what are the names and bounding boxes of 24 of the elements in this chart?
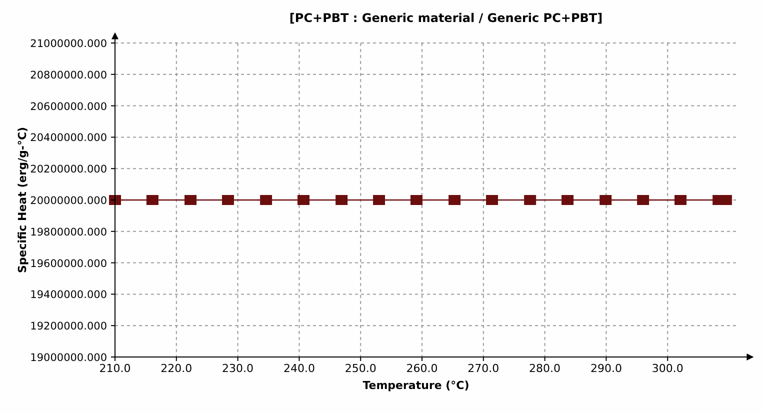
y-tick-label: 19200000.000	[30, 320, 107, 333]
y-tick-label: 21000000.000	[30, 38, 107, 50]
x-tick-label: 290.0	[590, 362, 622, 375]
y-tick-label: 19400000.000	[30, 289, 107, 302]
chart-title: [PC+PBT : Generic material / Generic PC+PBT]	[289, 11, 603, 25]
x-tick-label: 300.0	[652, 362, 684, 375]
x-tick-label: 250.0	[344, 362, 376, 375]
y-tick-label: 19800000.000	[30, 226, 107, 238]
x-tick-label: 270.0	[468, 362, 500, 375]
x-tick-label: 260.0	[406, 362, 438, 375]
x-tick-label: 280.0	[529, 362, 561, 375]
y-tick-label: 19000000.000	[30, 352, 107, 364]
y-tick-label: 20400000.000	[30, 132, 107, 144]
x-tick-label: 210.0	[99, 362, 131, 375]
y-tick-label: 19600000.000	[30, 258, 107, 270]
x-tick-label: 230.0	[222, 362, 254, 375]
y-tick-label: 20000000.000	[30, 195, 107, 207]
y-axis-title: Specific Heat (erg/g-°C)	[16, 126, 29, 274]
x-axis-title: Temperature (°C)	[362, 379, 470, 392]
y-tick-label: 20600000.000	[30, 100, 107, 113]
y-tick-label: 20800000.000	[30, 69, 107, 82]
y-tick-label: 20200000.000	[30, 164, 107, 176]
x-tick-label: 220.0	[160, 362, 192, 375]
x-tick-label: 240.0	[283, 362, 315, 375]
